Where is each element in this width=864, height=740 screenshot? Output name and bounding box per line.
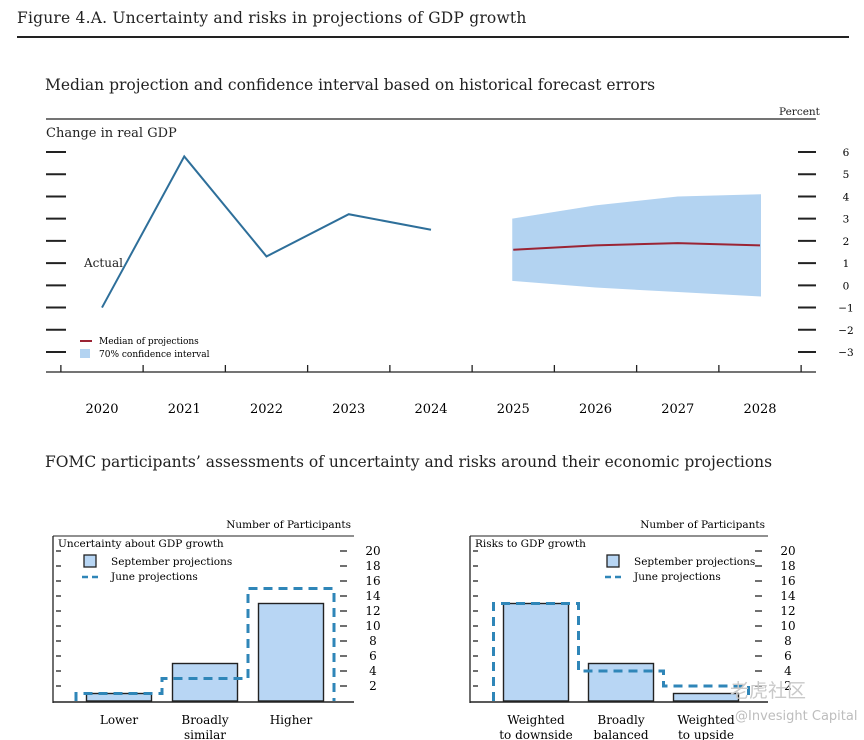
- y-tick-label: 4: [369, 664, 377, 678]
- y-tick-label: 2: [369, 679, 377, 693]
- y-tick-label: 10: [365, 619, 380, 633]
- y-tick-label: −3: [838, 347, 853, 359]
- x-tick-label: 2024: [414, 402, 447, 417]
- x-tick-label: 2023: [332, 402, 365, 417]
- panel-title: Risks to GDP growth: [475, 538, 586, 550]
- x-tick-label: 2027: [661, 402, 694, 417]
- x-tick-label: 2025: [497, 402, 530, 417]
- x-tick-label: 2028: [743, 402, 776, 417]
- y-tick-label: 5: [843, 169, 850, 181]
- y-tick-label: 0: [843, 280, 850, 292]
- legend-ci-label: 70% confidence interval: [99, 350, 210, 360]
- y-tick-label: 18: [365, 559, 380, 573]
- y-tick-label: 2: [784, 679, 792, 693]
- y-tick-label: 4: [843, 191, 850, 203]
- y-tick-label: 14: [365, 589, 381, 603]
- y-tick-label: −1: [838, 303, 853, 315]
- category-label: Broadly similar: [181, 713, 228, 740]
- actual-label: Actual: [84, 256, 123, 270]
- panel-header: Number of Participants: [640, 519, 765, 531]
- legend-median-label: Median of projections: [99, 337, 199, 347]
- top-panel-title: Median projection and confidence interva…: [45, 76, 656, 94]
- top-panel-frame: [46, 118, 816, 373]
- y-tick-label: 12: [365, 604, 380, 618]
- y-tick-label: 10: [780, 619, 795, 633]
- panel-header: Number of Participants: [226, 519, 351, 531]
- legend-sep-swatch: [83, 554, 97, 568]
- legend-ci-swatch: [80, 349, 90, 358]
- bar-september: [502, 602, 570, 702]
- median-series-line: [513, 242, 761, 251]
- bar-september: [171, 662, 239, 702]
- bar-september: [257, 602, 325, 702]
- category-label: Broadly balanced: [593, 713, 648, 740]
- legend-jun-label: June projections: [633, 571, 721, 583]
- watermark-en: @Invesight Capital: [735, 709, 858, 724]
- y-tick-label: 18: [780, 559, 795, 573]
- y-tick-label: 20: [365, 544, 380, 558]
- y-tick-label: 16: [365, 574, 380, 588]
- y-tick-label: 3: [843, 214, 850, 226]
- legend-sep-label: September projections: [111, 556, 232, 568]
- y-tick-label: −2: [838, 325, 853, 337]
- bar-september: [587, 662, 655, 702]
- figure-title: Figure 4.A. Uncertainty and risks in pro…: [17, 9, 527, 27]
- x-tick-label: 2026: [579, 402, 612, 417]
- y-tick-label: 6: [369, 649, 377, 663]
- bottom-section-title: FOMC participants’ assessments of uncert…: [45, 453, 773, 471]
- x-tick-label: 2022: [250, 402, 283, 417]
- top-y-label: Change in real GDP: [46, 126, 177, 141]
- top-unit-label: Percent: [779, 106, 820, 118]
- y-tick-label: 14: [780, 589, 796, 603]
- y-tick-label: 20: [780, 544, 795, 558]
- y-tick-label: 4: [784, 664, 792, 678]
- y-tick-label: 6: [843, 147, 850, 159]
- actual-series-line: [101, 154, 432, 309]
- june-projection-outline: [74, 587, 336, 701]
- watermark-cn: 老虎社区: [730, 680, 807, 702]
- y-tick-label: 8: [369, 634, 377, 648]
- bar-september: [672, 692, 740, 702]
- category-label: Lower: [100, 713, 139, 727]
- confidence-band: [512, 194, 761, 297]
- y-tick-label: 12: [780, 604, 795, 618]
- x-tick-label: 2021: [168, 402, 201, 417]
- y-tick-label: 1: [843, 258, 850, 270]
- legend-sep-swatch: [606, 554, 620, 568]
- y-tick-label: 16: [780, 574, 795, 588]
- category-label: Higher: [270, 713, 313, 727]
- y-tick-label: 8: [784, 634, 792, 648]
- category-label: Weighted to downside: [499, 713, 573, 740]
- y-tick-label: 6: [784, 649, 792, 663]
- legend-jun-label: June projections: [110, 571, 198, 583]
- y-tick-label: 2: [843, 236, 850, 248]
- x-tick-label: 2020: [85, 402, 118, 417]
- legend-sep-label: September projections: [634, 556, 755, 568]
- panel-title: Uncertainty about GDP growth: [58, 538, 224, 550]
- june-projection-outline: [492, 602, 750, 701]
- title-rule: [17, 36, 849, 38]
- category-label: Weighted to upside: [677, 713, 735, 740]
